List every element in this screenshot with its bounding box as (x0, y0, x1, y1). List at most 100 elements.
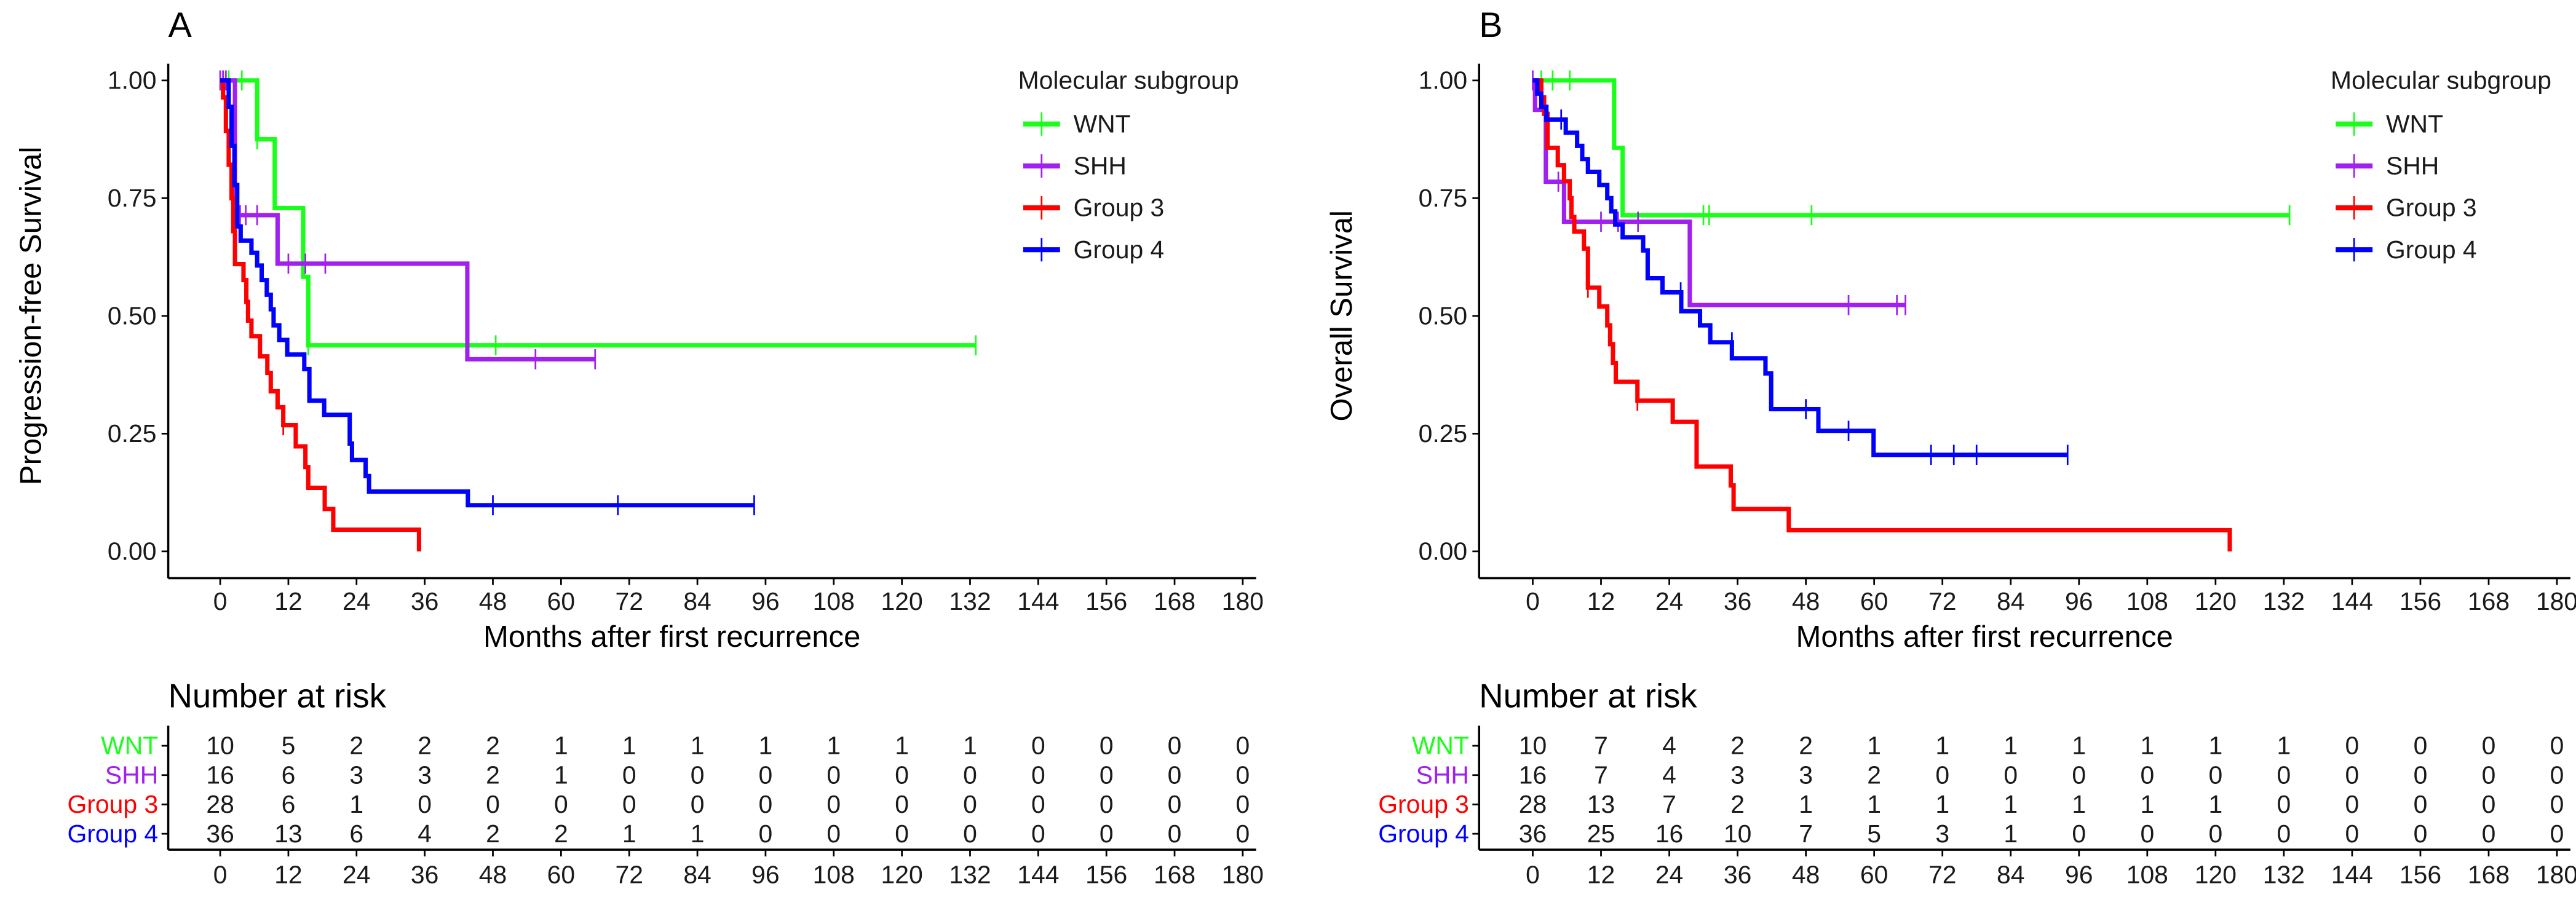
risk-value: 0 (691, 790, 705, 818)
survival-curve (220, 78, 976, 348)
risk-value: 0 (759, 761, 773, 789)
risk-row-label: SHH (1416, 761, 1469, 789)
risk-x-tick-label: 108 (2126, 861, 2168, 889)
risk-x-tick-label: 156 (2400, 861, 2441, 889)
risk-x-tick-label: 36 (1724, 861, 1751, 889)
legend-item: WNT (2336, 109, 2443, 138)
risk-x-tick-label: 120 (881, 861, 923, 889)
risk-value: 1 (691, 732, 705, 760)
risk-value: 16 (1655, 820, 1683, 848)
risk-value: 0 (2414, 790, 2428, 818)
risk-value: 2 (1867, 761, 1881, 789)
risk-value: 1 (895, 732, 909, 760)
risk-value: 25 (1587, 820, 1615, 848)
risk-value: 0 (2345, 732, 2360, 760)
x-tick-label: 12 (274, 587, 302, 615)
risk-value: 0 (2414, 732, 2428, 760)
survival-curve (1532, 78, 2232, 551)
survival-curve (220, 78, 421, 551)
risk-value: 1 (1867, 790, 1881, 818)
risk-row-label: Group 3 (68, 790, 159, 818)
x-tick-label: 180 (1222, 587, 1264, 615)
panel-a: A0.000.250.500.751.000 12 24 36 48 60 72 84 96 10… (14, 6, 1264, 889)
risk-x-tick-label: 48 (1792, 861, 1820, 889)
x-tick-label: 72 (1928, 587, 1956, 615)
series-wnt (1532, 70, 2291, 226)
y-axis-title: Progression-free Survival (14, 147, 47, 486)
risk-x-tick-label: 84 (1997, 861, 2024, 889)
risk-value: 0 (963, 820, 977, 848)
x-tick-label: 36 (411, 587, 438, 615)
risk-value: 36 (206, 820, 234, 848)
legend-item: SHH (2336, 151, 2439, 180)
risk-value: 0 (2550, 790, 2564, 818)
risk-value: 0 (1236, 820, 1250, 848)
risk-value: 13 (1587, 790, 1615, 818)
risk-value: 0 (486, 790, 500, 818)
risk-x-tick-label: 36 (411, 861, 438, 889)
legend-item: Group 4 (2336, 235, 2477, 264)
risk-x-tick-label: 180 (1222, 861, 1264, 889)
risk-value: 1 (554, 732, 568, 760)
risk-value: 4 (1662, 761, 1676, 789)
risk-value: 0 (1236, 761, 1250, 789)
legend-label: Group 4 (1074, 235, 1165, 264)
risk-value: 0 (1031, 732, 1045, 760)
risk-value: 0 (1168, 790, 1182, 818)
x-tick-label: 36 (1724, 587, 1751, 615)
risk-value: 0 (2208, 820, 2222, 848)
x-tick-label: 48 (479, 587, 507, 615)
risk-value: 2 (1730, 732, 1745, 760)
risk-x-tick-label: 48 (479, 861, 507, 889)
x-tick-label: 156 (2400, 587, 2441, 615)
risk-value: 2 (418, 732, 432, 760)
risk-value: 0 (2414, 820, 2428, 848)
risk-value: 0 (1031, 761, 1045, 789)
risk-value: 1 (622, 820, 636, 848)
risk-value: 0 (2140, 761, 2154, 789)
survival-curve (1532, 78, 2068, 457)
x-tick-label: 144 (1017, 587, 1059, 615)
risk-value: 0 (826, 790, 841, 818)
y-tick-label: 1.00 (1419, 66, 1468, 94)
risk-x-tick-label: 24 (343, 861, 370, 889)
x-tick-label: 48 (1792, 587, 1820, 615)
risk-value: 0 (826, 820, 841, 848)
risk-value: 1 (554, 761, 568, 789)
risk-value: 0 (554, 790, 568, 818)
x-axis-title: Months after first recurrence (483, 620, 860, 654)
risk-row-label: Group 3 (1378, 790, 1469, 818)
risk-x-tick-label: 132 (2263, 861, 2305, 889)
risk-value: 0 (895, 761, 909, 789)
risk-row-label: WNT (1412, 732, 1469, 760)
risk-value: 2 (486, 820, 500, 848)
risk-x-tick-label: 96 (751, 861, 779, 889)
risk-value: 0 (2277, 820, 2291, 848)
risk-value: 0 (759, 820, 773, 848)
survival-curve (1532, 78, 2290, 218)
legend-item: Group 3 (1023, 194, 1164, 222)
risk-x-tick-label: 84 (683, 861, 711, 889)
legend-label: SHH (2386, 151, 2439, 180)
risk-value: 0 (1168, 761, 1182, 789)
legend-item: SHH (1023, 151, 1127, 180)
x-tick-label: 120 (881, 587, 923, 615)
x-tick-label: 168 (2468, 587, 2510, 615)
risk-value: 2 (486, 732, 500, 760)
risk-value: 1 (759, 732, 773, 760)
survival-curve (220, 78, 755, 508)
risk-value: 0 (1100, 761, 1114, 789)
risk-value: 0 (2414, 761, 2428, 789)
risk-value: 2 (1730, 790, 1745, 818)
risk-value: 10 (1519, 732, 1547, 760)
risk-value: 1 (1799, 790, 1813, 818)
risk-x-tick-label: 60 (547, 861, 575, 889)
x-tick-label: 24 (1655, 587, 1683, 615)
risk-value: 1 (2208, 790, 2222, 818)
risk-value: 36 (1519, 820, 1547, 848)
risk-value: 28 (206, 790, 234, 818)
risk-value: 0 (1236, 790, 1250, 818)
risk-table-title: Number at risk (168, 677, 387, 714)
risk-value: 4 (418, 820, 432, 848)
